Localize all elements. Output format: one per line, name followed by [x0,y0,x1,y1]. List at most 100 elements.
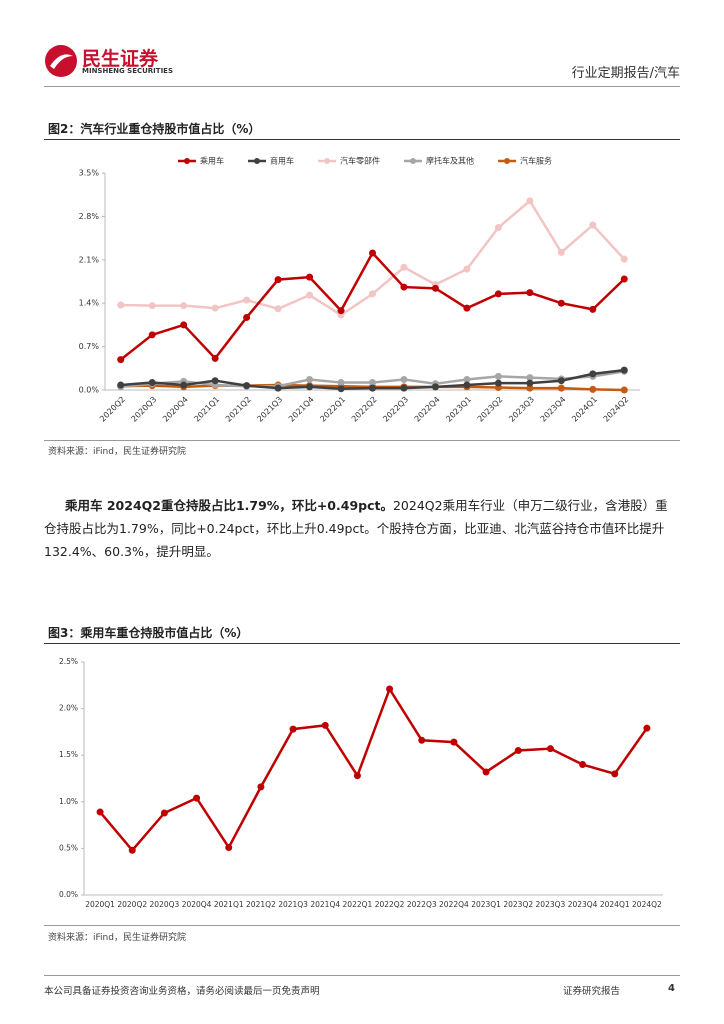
point [400,375,408,383]
x-tick-label: 2024Q2 [632,900,662,909]
point [557,248,565,256]
y-tick-label: 0.7% [79,342,100,351]
point [400,384,408,392]
point [589,385,597,393]
y-tick-label: 0.0% [79,386,100,395]
point [494,372,502,380]
paragraph: 乘用车 2024Q2重仓持股占比1.79%，环比+0.49pct。2024Q2乘… [44,494,680,563]
x-tick-label: 2022Q1 [343,900,373,909]
footer-rule [44,975,680,976]
point [620,275,628,283]
point [321,721,329,729]
point [482,768,490,776]
x-tick-label: 2024Q1 [600,900,630,909]
point [546,745,554,753]
point [211,304,219,312]
point [306,273,314,281]
x-tick-label: 2023Q4 [539,395,568,424]
x-tick-label: 2021Q4 [310,900,340,909]
report-type: 行业定期报告/汽车 [571,66,680,81]
point [128,846,136,854]
x-tick-label: 2023Q3 [507,395,536,424]
point [557,377,565,385]
point [526,289,534,297]
point [463,304,471,312]
x-tick-label: 2022Q3 [407,900,437,909]
legend-marker [410,158,416,164]
point [274,276,282,284]
point [117,356,125,364]
point [243,313,251,321]
point [193,794,201,802]
x-tick-label: 2022Q2 [375,900,405,909]
point [306,383,314,391]
x-tick-label: 2020Q4 [161,395,190,424]
point [180,381,188,389]
x-tick-label: 2021Q2 [246,900,276,909]
point [589,370,597,378]
x-tick-label: 2023Q1 [471,900,501,909]
point [463,375,471,383]
point [494,290,502,298]
x-tick-label: 2023Q3 [536,900,566,909]
x-tick-label: 2021Q1 [214,900,244,909]
figure-rule [44,440,680,441]
x-tick-label: 2023Q1 [444,395,473,424]
source: 资料来源：iFind，民生证券研究院 [48,933,186,943]
x-tick-label: 2020Q2 [98,395,127,424]
legend-label: 商用车 [270,156,294,166]
point [620,386,628,394]
x-tick-label: 2024Q1 [570,395,599,424]
x-tick-label: 2020Q3 [130,395,159,424]
point [557,384,565,392]
x-tick-label: 2021Q3 [255,395,284,424]
point [306,291,314,299]
figure-title: 图2：汽车行业重仓持股市值占比（%） [48,122,261,136]
point [148,302,156,310]
point [243,382,251,390]
point [369,249,376,257]
point [306,375,314,383]
point [620,255,628,263]
point [211,354,219,362]
x-tick-label: 2023Q2 [476,395,505,424]
point [243,296,251,304]
point [148,331,156,339]
x-tick-label: 2020Q1 [85,900,115,909]
x-tick-label: 2023Q2 [503,900,533,909]
brand: 民生证券 [82,48,159,70]
legend-marker [184,158,190,164]
point [526,384,534,392]
lead: 乘用车 2024Q2重仓持股占比1.79%，环比+0.49pct。 [65,498,393,513]
y-tick-label: 2.5% [59,657,78,666]
point [589,305,597,313]
y-tick-label: 1.5% [59,750,78,759]
point [337,379,345,387]
point [353,772,361,780]
legend-label: 乘用车 [200,156,224,166]
point [579,761,587,769]
point [494,379,502,387]
x-tick-label: 2021Q2 [224,395,253,424]
point [463,265,471,273]
point [337,307,345,315]
x-tick-label: 2021Q4 [287,395,316,424]
point [274,305,282,313]
point [400,283,408,291]
disclaimer: 本公司具备证券投资咨询业务资格，请务必阅读最后一页免责声明 [44,986,320,997]
y-tick-label: 1.0% [59,797,78,806]
legend-label: 摩托车及其他 [426,156,474,166]
point [117,381,125,389]
x-tick-label: 2022Q1 [318,395,347,424]
point [386,685,394,693]
x-tick-label: 2022Q4 [413,395,442,424]
y-tick-label: 2.0% [59,704,78,713]
point [211,377,219,385]
logo-icon [45,45,77,77]
point [589,221,597,229]
point [289,725,297,733]
point [557,299,565,307]
point [369,384,376,392]
y-tick-label: 0.5% [59,843,78,852]
body: 2024Q2乘用车行业（申万二级行业，含港股）重仓持股占比为1.79%，同比+0… [44,498,668,559]
